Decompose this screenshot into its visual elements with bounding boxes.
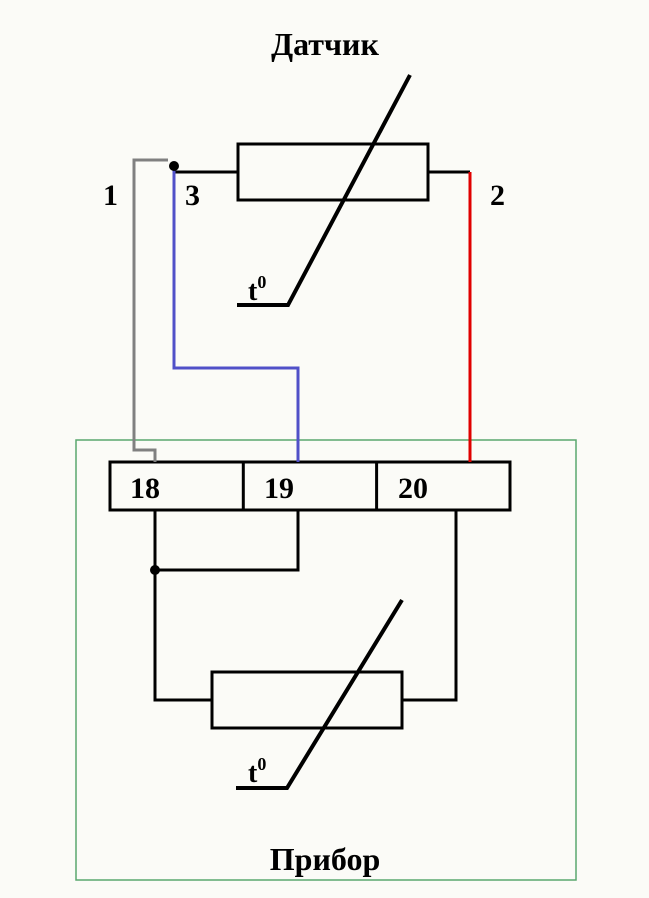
terminal18-label: 18	[130, 472, 160, 505]
terminal-row	[110, 462, 510, 510]
wire3-label: 3	[185, 179, 200, 212]
wire-gray	[134, 160, 168, 462]
wire2-label: 2	[490, 179, 505, 212]
node-top	[169, 161, 179, 171]
temp-symbol-top: t0	[248, 272, 266, 307]
temp-symbol-bottom: t0	[248, 754, 266, 789]
wire-term18-down	[155, 510, 212, 700]
terminal19-label: 19	[264, 472, 294, 505]
wire-term19-down	[155, 510, 298, 570]
sensor-title: Датчик	[271, 26, 379, 62]
device-title: Прибор	[270, 841, 381, 877]
wiring-diagram: Датчик Прибор 1 2 3 18 19 20 t0 t0	[0, 0, 649, 898]
sensor-rect-top	[238, 144, 428, 200]
sensor-rect-bottom	[212, 672, 402, 728]
wire-term20-down	[402, 510, 456, 700]
terminal20-label: 20	[398, 472, 428, 505]
node-bottom	[150, 565, 160, 575]
wire1-label: 1	[103, 179, 118, 212]
